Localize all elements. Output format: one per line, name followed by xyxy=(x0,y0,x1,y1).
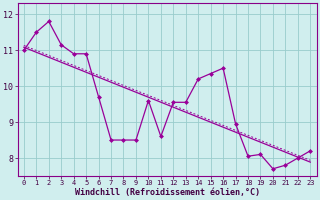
X-axis label: Windchill (Refroidissement éolien,°C): Windchill (Refroidissement éolien,°C) xyxy=(75,188,260,197)
